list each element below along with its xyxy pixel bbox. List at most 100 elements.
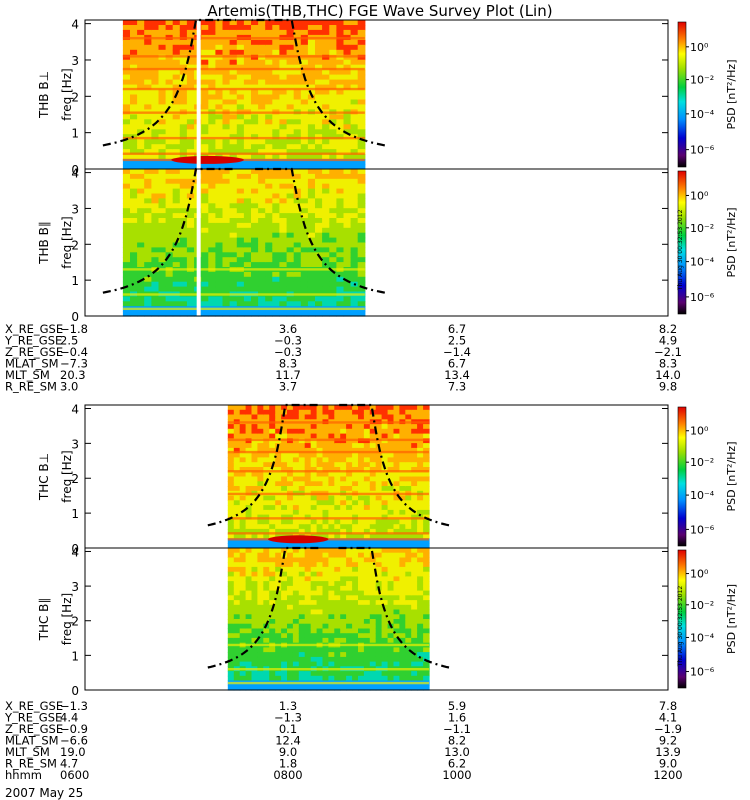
- ephemeris-value: 8.3: [279, 357, 297, 371]
- colorbar-tick-label: 10⁻⁴: [690, 108, 715, 121]
- colorbar-tick-label: 10⁻⁴: [690, 489, 715, 502]
- ephemeris-value: 0800: [273, 768, 302, 782]
- colorbar-tick-label: 10⁻⁶: [690, 666, 715, 679]
- ephemeris-value: 3.6: [279, 322, 297, 336]
- ephemeris-value: −1.3: [274, 711, 302, 725]
- colorbar-tick-label: 10⁰: [690, 425, 709, 438]
- ephemeris-label: Z_RE_GSE: [5, 722, 63, 736]
- ephemeris-label: MLAT_SM: [5, 357, 59, 371]
- model-curve-left: [207, 403, 319, 527]
- colorbar-thb-bperp: 10⁰ 10⁻² 10⁻⁴ 10⁻⁶ PSD [nT²/Hz]: [677, 21, 738, 168]
- y-tick-label: 3: [71, 54, 79, 68]
- ephemeris-value: 0.1: [279, 722, 297, 736]
- ephemeris-value: −6.6: [60, 734, 88, 748]
- ephemeris-value: 1.6: [448, 711, 466, 725]
- colorbar-tick-label: 10⁻⁶: [690, 144, 715, 157]
- ephemeris-value: 4.7: [60, 757, 78, 771]
- ephemeris-value: −0.4: [60, 345, 88, 359]
- ephemeris-value: −0.3: [274, 334, 302, 348]
- ephemeris-value: 8.3: [659, 357, 677, 371]
- y-axis-label: freq [Hz]: [60, 593, 74, 645]
- colorbar-tick-label: 10⁻⁴: [690, 256, 715, 269]
- model-curve-right: [338, 403, 450, 527]
- ephemeris-label: X_RE_GSE: [5, 699, 63, 713]
- ephemeris-label: hhmm: [5, 768, 42, 782]
- panel-thc-bperp: 0 1 2 3 4 THC B⊥ freq [Hz]: [37, 402, 669, 556]
- colorbar-tick-label: 10⁰: [690, 189, 709, 202]
- model-curve-right: [251, 18, 386, 147]
- ephemeris-label: MLAT_SM: [5, 734, 59, 748]
- y-tick-label: 4: [71, 545, 79, 559]
- y-tick-label: 0: [71, 310, 79, 324]
- ephemeris-value: −0.3: [274, 345, 302, 359]
- ephemeris-value: 6.7: [448, 357, 466, 371]
- timestamp-label: Thu Aug 30 00:32:53 2012: [677, 209, 684, 291]
- ephemeris-value: 7.3: [448, 380, 466, 394]
- ephemeris-value: −2.1: [654, 345, 682, 359]
- y-tick-label: 3: [71, 437, 79, 451]
- ephemeris-label: X_RE_GSE: [5, 322, 63, 336]
- ephemeris-value: −0.9: [60, 722, 88, 736]
- model-curve-left: [102, 18, 236, 147]
- y-tick-label: 1: [71, 649, 79, 663]
- ephemeris-value: −1.3: [60, 699, 88, 713]
- y-tick-label: 2: [71, 90, 79, 104]
- y-tick-label: 0: [71, 542, 79, 556]
- panel-thb-bpar: 0 1 2 3 4 THB B∥ freq [Hz]: [37, 167, 669, 324]
- figure-title: Artemis(THB,THC) FGE Wave Survey Plot (L…: [207, 2, 552, 20]
- ephemeris-value: 1.3: [279, 699, 297, 713]
- ephemeris-label: Z_RE_GSE: [5, 345, 63, 359]
- colorbar-scale: [677, 406, 687, 547]
- colorbar-tick-label: 10⁻²: [690, 74, 714, 87]
- colorbar-tick-label: 10⁻⁶: [690, 291, 715, 304]
- y-axis-label: freq [Hz]: [60, 216, 74, 268]
- ephemeris-value: 11.7: [275, 368, 301, 382]
- ephemeris-label: R_RE_SM: [5, 380, 57, 394]
- y-tick-label: 1: [71, 507, 79, 521]
- ephemeris-value: 4.1: [659, 711, 677, 725]
- y-tick-label: 4: [71, 18, 79, 32]
- colorbar-label: PSD [nT²/Hz]: [725, 59, 738, 129]
- ephemeris-value: 6.7: [448, 322, 466, 336]
- y-tick-label: 0: [71, 684, 79, 698]
- y-tick-label: 1: [71, 274, 79, 288]
- ephemeris-value: 3.7: [279, 380, 297, 394]
- y-tick-label: 4: [71, 167, 79, 181]
- colorbar-tick-label: 10⁻²: [690, 599, 714, 612]
- ephemeris-value: 9.8: [659, 380, 677, 394]
- y-tick-label: 3: [71, 580, 79, 594]
- ephemeris-value: 1000: [442, 768, 471, 782]
- colorbar-thc-bperp: 10⁰ 10⁻² 10⁻⁴ 10⁻⁶ PSD [nT²/Hz]: [677, 406, 738, 547]
- ephemeris-value: −1.9: [654, 722, 682, 736]
- colorbar-label: PSD [nT²/Hz]: [725, 584, 738, 654]
- ephemeris-value: −1.1: [443, 722, 471, 736]
- spectrogram-thb-bpar: [122, 169, 366, 317]
- spectrogram-thc-bpar: [227, 548, 430, 691]
- colorbar-scale: [677, 170, 687, 315]
- ephemeris-label: R_RE_SM: [5, 757, 57, 771]
- colorbar-tick-label: 10⁰: [690, 41, 709, 54]
- ephemeris-value: −1.8: [60, 322, 88, 336]
- date-label: 2007 May 25: [5, 786, 83, 800]
- ephemeris-value: 1.8: [279, 757, 297, 771]
- ephemeris-value: 8.2: [659, 322, 677, 336]
- panel-label: THC B∥: [37, 598, 51, 642]
- spectrogram-thb-bperp: [122, 20, 366, 170]
- y-tick-label: 2: [71, 472, 79, 486]
- ephemeris-value: 6.2: [448, 757, 466, 771]
- ephemeris-value: 20.3: [60, 368, 86, 382]
- panel-label: THC B⊥: [37, 453, 51, 501]
- panel-label: THB B∥: [37, 221, 51, 265]
- ephemeris-value: 9.2: [659, 734, 677, 748]
- panel-frame: [84, 547, 669, 691]
- panel-label: THB B⊥: [37, 71, 51, 119]
- ephemeris-value: −1.4: [443, 345, 471, 359]
- ephemeris-value: 4.9: [659, 334, 677, 348]
- ephemeris-value: 13.4: [444, 368, 470, 382]
- ephemeris-label: MLT_SM: [5, 368, 50, 382]
- colorbar-label: PSD [nT²/Hz]: [725, 207, 738, 277]
- ephemeris-value: 19.0: [60, 745, 86, 759]
- ephemeris-value: 0600: [60, 768, 89, 782]
- colorbar-thb-bpar: 10⁰ 10⁻² 10⁻⁴ 10⁻⁶ PSD [nT²/Hz] Thu Aug 30 00…: [677, 170, 738, 315]
